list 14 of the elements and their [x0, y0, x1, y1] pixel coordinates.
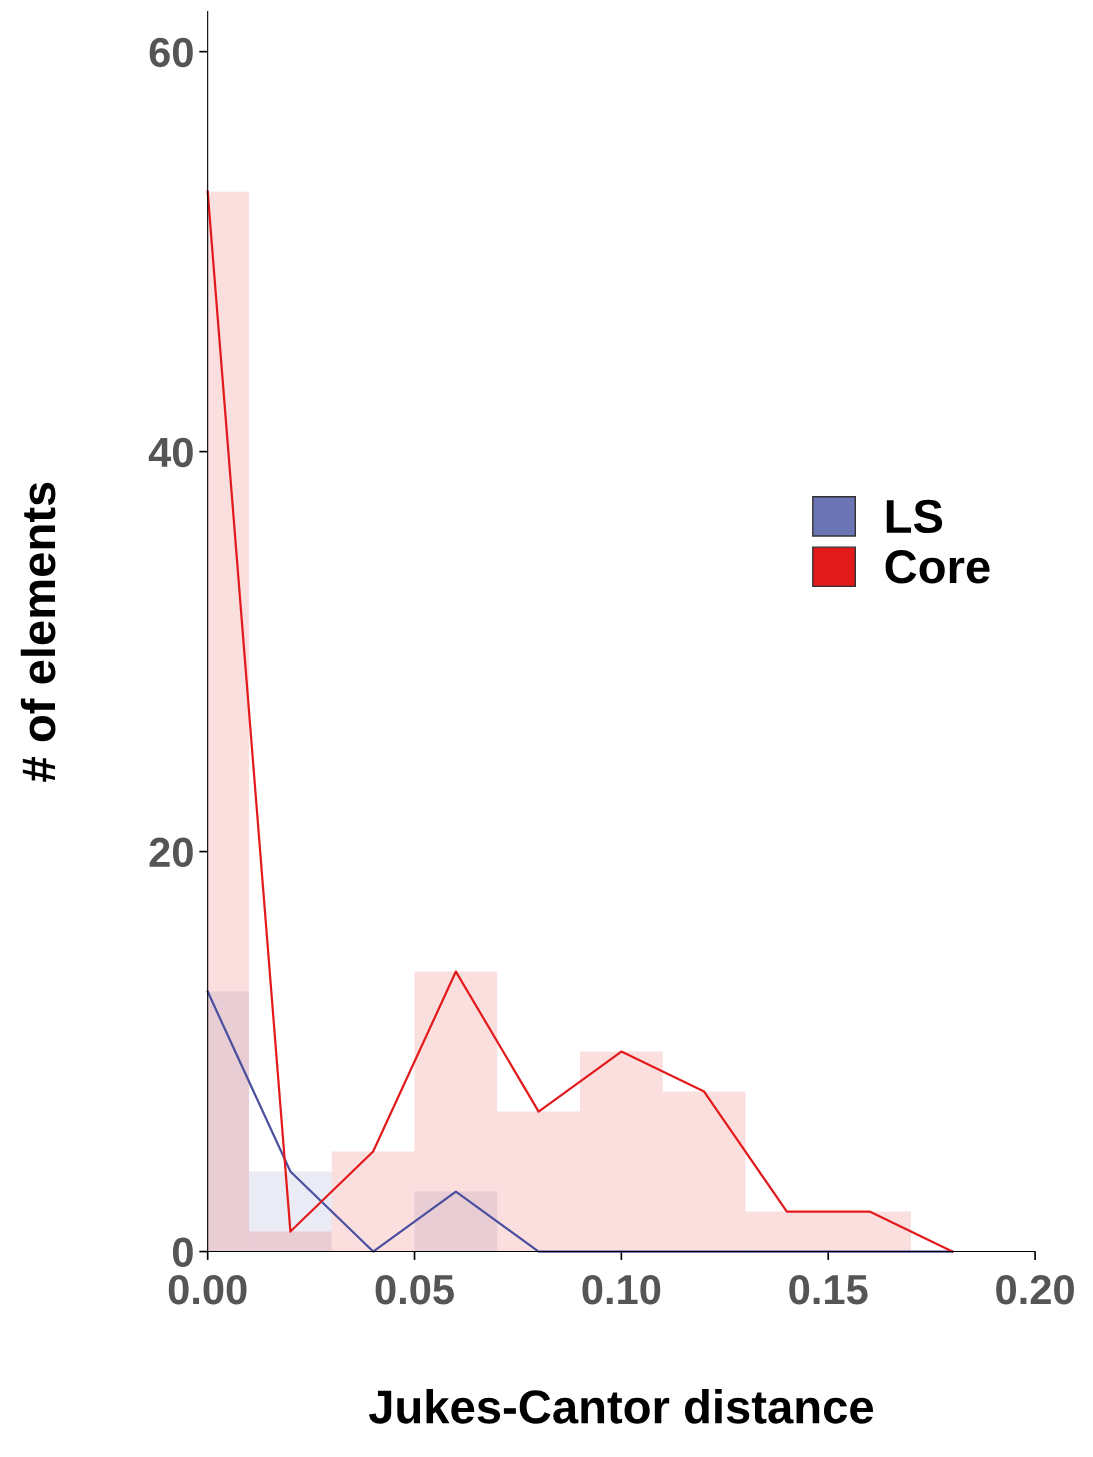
y-tick-label: 60 [149, 37, 193, 68]
y-tick-label: 20 [149, 837, 193, 868]
x-tick-label: 0.00 [168, 1274, 247, 1305]
x-axis-title: Jukes-Cantor distance [368, 1389, 874, 1424]
x-tick-label: 0.15 [789, 1274, 868, 1305]
legend-label: LS [886, 499, 943, 534]
line-series [206, 990, 954, 1253]
x-tick-label: 0.10 [582, 1274, 661, 1305]
y-axis-title: # of elements [20, 482, 56, 782]
x-tick-label: 0.05 [375, 1274, 454, 1305]
legend-label: Core [885, 550, 990, 584]
y-tick-label: 40 [148, 437, 193, 468]
y-tick-label: 0 [172, 1237, 193, 1268]
x-tick-label: 0.20 [996, 1274, 1074, 1305]
